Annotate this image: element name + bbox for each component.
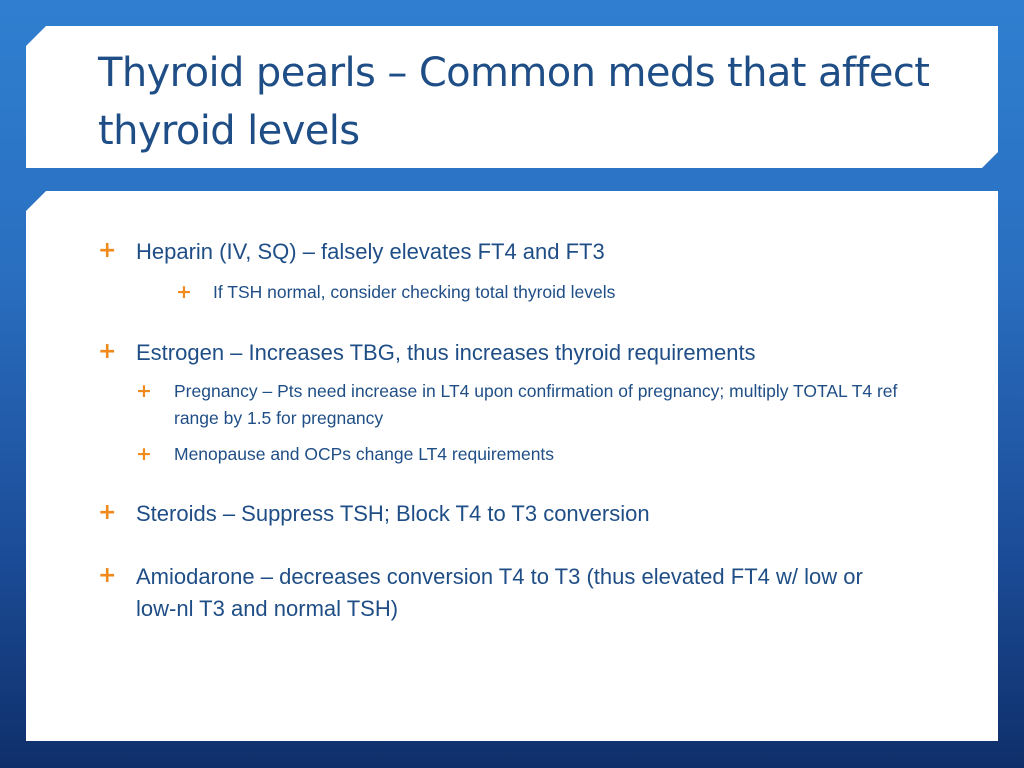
sub-bullet-text: If TSH normal, consider checking total t… [213,282,616,302]
plus-bullet-icon: + [136,443,152,465]
plus-bullet-icon: + [136,380,152,402]
sub-bullet-text: Menopause and OCPs change LT4 requiremen… [174,444,555,464]
bullet-estrogen: + Estrogen – Increases TBG, thus increas… [98,337,958,369]
bullet-amiodarone: + Amiodarone – decreases conversion T4 t… [98,561,898,625]
bullet-steroids: + Steroids – Suppress TSH; Block T4 to T… [98,498,958,530]
bullet-heparin: + Heparin (IV, SQ) – falsely elevates FT… [98,236,958,268]
slide-title: Thyroid pearls – Common meds that affect… [98,50,930,154]
bullet-text: Steroids – Suppress TSH; Block T4 to T3 … [136,501,650,526]
sub-bullet-heparin-tsh: + If TSH normal, consider checking total… [176,279,956,306]
plus-bullet-icon: + [98,238,117,263]
bullet-text: Heparin (IV, SQ) – falsely elevates FT4 … [136,239,605,264]
sub-bullet-pregnancy: + Pregnancy – Pts need increase in LT4 u… [136,378,936,432]
plus-bullet-icon: + [176,281,192,303]
sub-bullet-menopause: + Menopause and OCPs change LT4 requirem… [136,441,936,468]
plus-bullet-icon: + [98,500,117,525]
title-card: Thyroid pearls – Common meds that affect… [26,26,998,168]
content-card: + Heparin (IV, SQ) – falsely elevates FT… [26,191,998,741]
bullet-text: Estrogen – Increases TBG, thus increases… [136,340,756,365]
sub-bullet-text: Pregnancy – Pts need increase in LT4 upo… [174,381,898,428]
plus-bullet-icon: + [98,563,117,588]
plus-bullet-icon: + [98,339,117,364]
bullet-text: Amiodarone – decreases conversion T4 to … [136,564,863,621]
